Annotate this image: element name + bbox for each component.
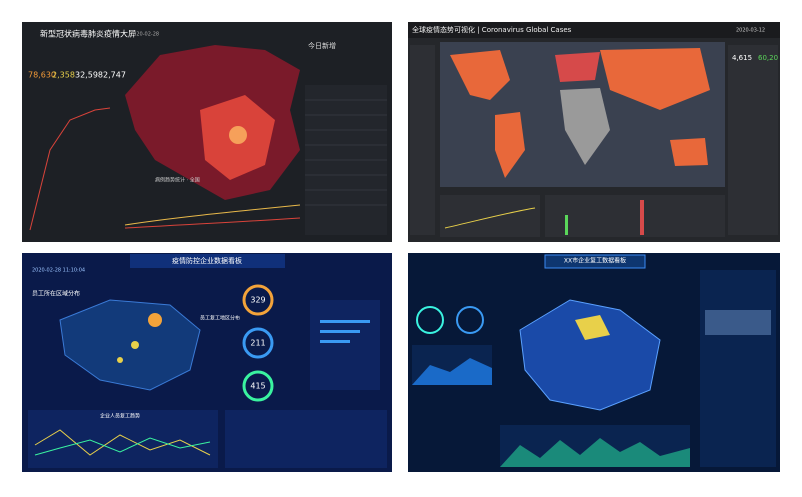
stat: 60,20 — [758, 54, 778, 62]
trend-line — [34, 429, 211, 456]
bar — [320, 330, 360, 333]
hotspot — [148, 313, 162, 327]
title: 全球疫情态势可视化 | Coronavirus Global Cases — [412, 25, 572, 34]
trend-line — [124, 217, 301, 229]
photo — [705, 310, 771, 335]
trend-title: 企业人员复工趋势 — [100, 413, 140, 420]
stat: 4,615 — [732, 54, 752, 62]
ring — [242, 370, 274, 402]
stat: 2,358 — [52, 71, 75, 80]
continent — [450, 50, 510, 100]
stat: 32,598 — [75, 71, 103, 80]
date: 2020-02-28 — [130, 32, 159, 38]
hotspot-core — [229, 126, 247, 144]
continent — [670, 138, 708, 166]
ring — [416, 306, 444, 334]
trend-line — [34, 437, 211, 456]
hotspot — [131, 341, 139, 349]
date: 2020-02-28 11:10:04 — [32, 268, 85, 274]
area — [412, 358, 492, 385]
ring — [242, 284, 274, 316]
bar — [320, 320, 370, 323]
table — [225, 410, 387, 468]
title: XX市企业复工数据看板 — [564, 257, 626, 265]
section: 员工所在区域分布 — [32, 290, 80, 298]
continent — [560, 88, 610, 165]
bar — [640, 200, 644, 235]
stat: 78,630 — [28, 71, 56, 80]
continent — [600, 48, 710, 110]
bar-panel — [310, 300, 380, 390]
panel-global: 全球疫情态势可视化 | Coronavirus Global Cases 202… — [408, 22, 780, 242]
box-title: 员工复工地区分布 — [200, 315, 240, 322]
ring — [456, 306, 484, 334]
date: 2020-03-12 — [736, 28, 765, 34]
highlight — [575, 315, 610, 340]
ring — [242, 327, 274, 359]
bar-chart — [545, 195, 725, 237]
panel-enterprise: 疫情防控企业数据看板 2020-02-28 11:10:04 员工所在区域分布 … — [22, 253, 392, 472]
continent — [495, 112, 525, 178]
stat: 2,747 — [103, 71, 126, 80]
map — [519, 299, 661, 411]
side-list — [700, 270, 776, 467]
header — [544, 254, 646, 269]
area — [500, 438, 690, 467]
ring-value: 329 — [250, 296, 265, 305]
title: 疫情防控企业数据看板 — [172, 256, 242, 265]
header — [130, 254, 285, 268]
bar — [565, 215, 568, 235]
trend-line — [29, 107, 111, 231]
trend-line — [124, 204, 301, 226]
ring-value: 211 — [250, 339, 265, 348]
trend-chart — [28, 410, 218, 468]
bar — [320, 340, 350, 343]
title: 新型冠状病毒肺炎疫情大屏 — [40, 29, 136, 39]
panel-city: XX市企业复工数据看板 — [408, 253, 780, 472]
ring-value: 415 — [250, 382, 265, 391]
legend: 病例趋势统计 · 全国 — [155, 177, 200, 184]
panel-covid-china: 新型冠状病毒肺炎疫情大屏 2020-02-28 今日新增 78,630 2,35… — [22, 22, 392, 242]
continent — [555, 52, 600, 82]
line-chart — [440, 195, 540, 237]
right-list — [728, 45, 778, 235]
subtitle: 今日新增 — [308, 41, 336, 50]
left-list — [410, 45, 435, 235]
map — [59, 299, 201, 391]
hotspot — [117, 357, 123, 363]
header — [408, 22, 780, 38]
trend-line — [444, 207, 536, 229]
